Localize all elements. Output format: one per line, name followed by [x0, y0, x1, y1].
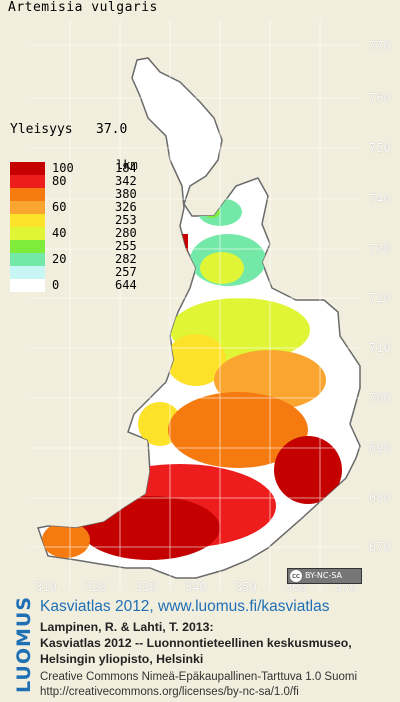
legend-swatch	[10, 266, 45, 279]
x-tick-label: 320	[85, 580, 107, 594]
legend-count: 380	[115, 187, 137, 201]
license-url[interactable]: http://creativecommons.org/licenses/by-n…	[40, 686, 299, 698]
finland-map-svg	[30, 20, 361, 590]
y-tick-label: 670	[369, 540, 391, 554]
x-tick-label: 350	[235, 580, 257, 594]
legend-count: 342	[115, 174, 137, 188]
credit-line: Kasviatlas 2012 -- Luonnontieteellinen k…	[40, 636, 352, 650]
legend-swatch	[10, 253, 45, 266]
y-tick-label: 770	[369, 39, 391, 53]
legend-count: 280	[115, 226, 137, 240]
y-tick-label: 690	[369, 441, 391, 455]
y-tick-label: 680	[369, 491, 391, 505]
y-tick-label: 700	[369, 391, 391, 405]
legend-count: 326	[115, 200, 137, 214]
legend-swatch	[10, 201, 45, 214]
zone-kainuu-core	[200, 252, 244, 284]
y-tick-label: 710	[369, 341, 391, 355]
cc-icon: cc	[290, 570, 302, 582]
credit-line: Helsingin yliopisto, Helsinki	[40, 652, 204, 666]
luomus-logo: LUOMUS	[8, 596, 35, 696]
y-tick-label: 720	[369, 291, 391, 305]
frequency-value: 37.0	[96, 122, 128, 137]
y-tick-label: 750	[369, 141, 391, 155]
legend-percent: 40	[52, 226, 67, 240]
species-title: Artemisia vulgaris	[8, 0, 158, 15]
legend-count: 184	[115, 161, 137, 175]
legend-swatch	[10, 188, 45, 201]
legend-count: 644	[115, 278, 137, 292]
legend-percent: 100	[52, 161, 74, 175]
distribution-map: Artemisia vulgaris Yleisyys 37.0 lkm 100…	[8, 0, 391, 594]
luomus-logo-text: LUOMUS	[13, 595, 35, 693]
zone-southwest	[42, 522, 90, 558]
legend-swatch	[10, 279, 45, 292]
legend-swatch	[10, 214, 45, 227]
cc-badge-label: BY-NC-SA	[305, 571, 343, 580]
legend-percent: 80	[52, 174, 67, 188]
legend-swatch	[10, 240, 45, 253]
x-tick-label: 330	[135, 580, 157, 594]
legend-percent: 20	[52, 252, 67, 266]
license-text: Creative Commons Nimeä-Epäkaupallinen-Ta…	[40, 671, 358, 683]
legend-count: 257	[115, 265, 137, 279]
zone-west-coast	[166, 334, 226, 386]
legend-swatch	[10, 227, 45, 240]
y-tick-label: 760	[369, 91, 391, 105]
legend-count: 253	[115, 213, 137, 227]
y-tick-label: 740	[369, 192, 391, 206]
legend-percent: 0	[52, 278, 60, 292]
legend-swatch	[10, 175, 45, 188]
credits-heading[interactable]: Kasviatlas 2012, www.luomus.fi/kasviatla…	[40, 598, 330, 615]
zone-south-central	[168, 392, 308, 468]
x-tick-label: 310	[35, 580, 57, 594]
y-tick-label: 730	[369, 242, 391, 256]
legend-swatch	[10, 162, 45, 175]
legend-count: 255	[115, 239, 137, 253]
zone-north-core	[204, 206, 220, 218]
grid-lines	[30, 20, 360, 590]
legend-percent: 60	[52, 200, 67, 214]
x-tick-label: 340	[185, 580, 207, 594]
frequency-label: Yleisyys	[10, 122, 73, 137]
zone-helsinki-region	[80, 496, 220, 560]
legend-count: 282	[115, 252, 137, 266]
zone-southeast	[274, 436, 342, 504]
credit-line: Lampinen, R. & Lahti, T. 2013:	[40, 620, 214, 634]
legend-count-header: lkm	[116, 158, 138, 172]
cc-license-badge[interactable]: cc BY-NC-SA	[287, 568, 362, 584]
